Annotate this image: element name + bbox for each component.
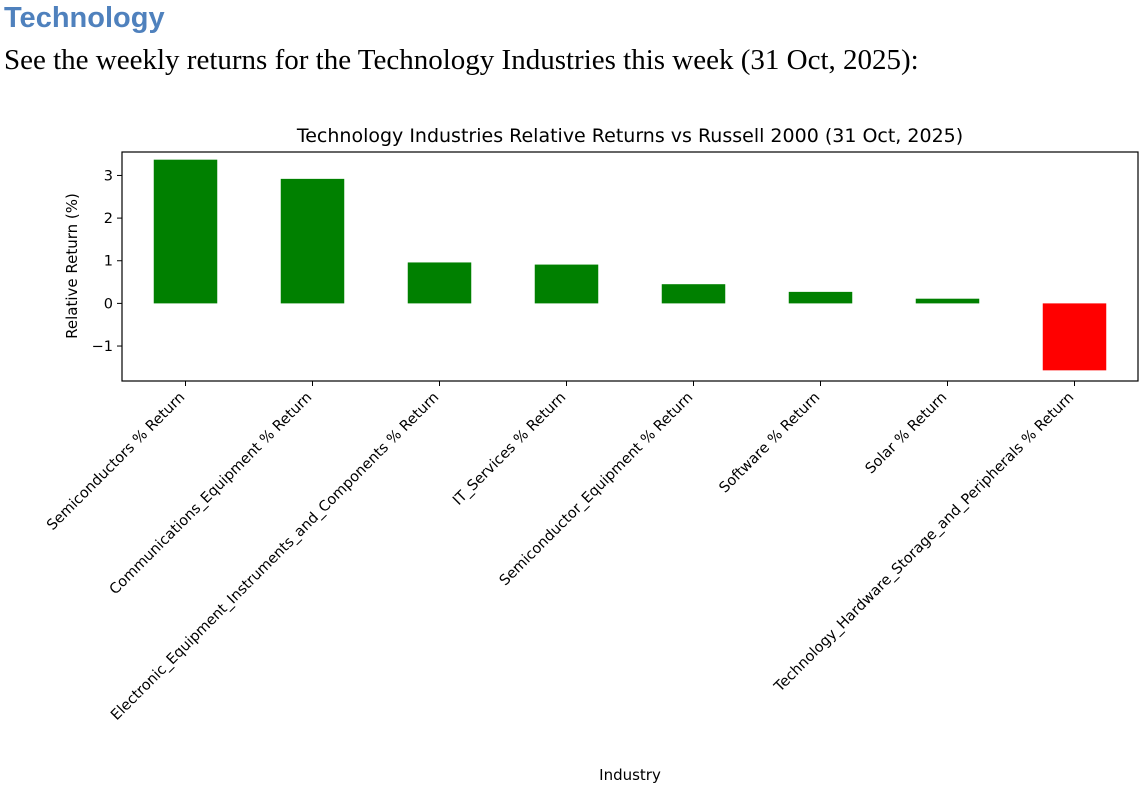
x-tick-label: Technology_Hardware_Storage_and_Peripher… [771, 390, 1077, 696]
intro-text: See the weekly returns for the Technolog… [4, 44, 919, 76]
y-tick-label: 2 [104, 211, 113, 227]
y-tick-label: 1 [104, 254, 113, 270]
bar [915, 298, 980, 304]
x-tick-label: Solar % Return [863, 390, 951, 478]
y-tick-label: 0 [104, 296, 113, 312]
y-axis-label: Relative Return (%) [63, 193, 81, 339]
plot-frame [121, 151, 1139, 382]
bar [788, 291, 853, 304]
bars [153, 159, 1107, 371]
x-tick-label: Semiconductors % Return [44, 390, 188, 534]
bar [407, 262, 472, 304]
x-axis-label: Industry [599, 766, 661, 784]
x-tick-label: Software % Return [717, 390, 824, 497]
y-tick-label: 3 [104, 168, 113, 184]
bar [280, 178, 345, 304]
x-tick-label: Semiconductor_Equipment % Return [497, 390, 697, 590]
x-tick-label: Communications_Equipment % Return [107, 390, 316, 599]
y-axis: −1 0 1 2 3 [92, 168, 122, 355]
bar [1042, 303, 1107, 371]
x-axis: Semiconductors % ReturnCommunications_Eq… [44, 381, 1077, 724]
chart-title: Technology Industries Relative Returns v… [296, 125, 963, 147]
bar [661, 284, 726, 304]
bar [153, 159, 218, 304]
bar [534, 264, 599, 304]
x-tick-label: IT_Services % Return [450, 390, 569, 509]
section-heading: Technology [4, 2, 165, 34]
y-tick-label: −1 [92, 339, 113, 355]
